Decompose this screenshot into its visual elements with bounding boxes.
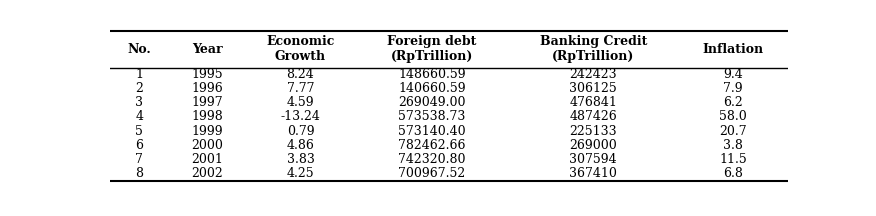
Text: 3.8: 3.8 (724, 139, 743, 152)
Text: 6.2: 6.2 (724, 96, 743, 109)
Text: 3.83: 3.83 (286, 153, 314, 166)
Text: 7.77: 7.77 (286, 82, 314, 95)
Text: 487426: 487426 (569, 110, 617, 124)
Text: 476841: 476841 (569, 96, 618, 109)
Text: 1997: 1997 (191, 96, 223, 109)
Text: Year: Year (192, 43, 223, 56)
Text: Economic
Growth: Economic Growth (266, 35, 335, 63)
Text: 269049.00: 269049.00 (399, 96, 466, 109)
Text: 1: 1 (135, 68, 143, 81)
Text: 8: 8 (135, 167, 143, 180)
Text: 0.79: 0.79 (286, 125, 314, 138)
Text: 1996: 1996 (191, 82, 223, 95)
Text: 4.25: 4.25 (286, 167, 314, 180)
Text: 307594: 307594 (569, 153, 617, 166)
Text: 782462.66: 782462.66 (399, 139, 466, 152)
Text: 269000: 269000 (569, 139, 617, 152)
Text: 1995: 1995 (191, 68, 223, 81)
Text: 573538.73: 573538.73 (399, 110, 466, 124)
Text: Foreign debt
(RpTrillion): Foreign debt (RpTrillion) (387, 35, 477, 63)
Text: 225133: 225133 (569, 125, 617, 138)
Text: 242423: 242423 (569, 68, 617, 81)
Text: 2000: 2000 (191, 139, 223, 152)
Text: 3: 3 (135, 96, 143, 109)
Text: 573140.40: 573140.40 (399, 125, 466, 138)
Text: 20.7: 20.7 (719, 125, 747, 138)
Text: 2: 2 (135, 82, 143, 95)
Text: 7.9: 7.9 (724, 82, 743, 95)
Text: 4.86: 4.86 (286, 139, 314, 152)
Text: 306125: 306125 (569, 82, 617, 95)
Text: 6: 6 (135, 139, 143, 152)
Text: No.: No. (127, 43, 151, 56)
Text: 1999: 1999 (191, 125, 223, 138)
Text: 2002: 2002 (191, 167, 223, 180)
Text: -13.24: -13.24 (280, 110, 321, 124)
Text: 11.5: 11.5 (719, 153, 747, 166)
Text: 1998: 1998 (191, 110, 223, 124)
Text: 700967.52: 700967.52 (399, 167, 466, 180)
Text: 9.4: 9.4 (724, 68, 743, 81)
Text: 742320.80: 742320.80 (399, 153, 466, 166)
Text: 148660.59: 148660.59 (399, 68, 466, 81)
Text: Inflation: Inflation (703, 43, 764, 56)
Text: 4.59: 4.59 (286, 96, 314, 109)
Text: 8.24: 8.24 (286, 68, 314, 81)
Text: 58.0: 58.0 (719, 110, 747, 124)
Text: 140660.59: 140660.59 (399, 82, 466, 95)
Text: 4: 4 (135, 110, 143, 124)
Text: 6.8: 6.8 (724, 167, 743, 180)
Text: 7: 7 (135, 153, 143, 166)
Text: Banking Credit
(RpTrillion): Banking Credit (RpTrillion) (540, 35, 646, 63)
Text: 5: 5 (135, 125, 143, 138)
Text: 2001: 2001 (191, 153, 223, 166)
Text: 367410: 367410 (569, 167, 618, 180)
